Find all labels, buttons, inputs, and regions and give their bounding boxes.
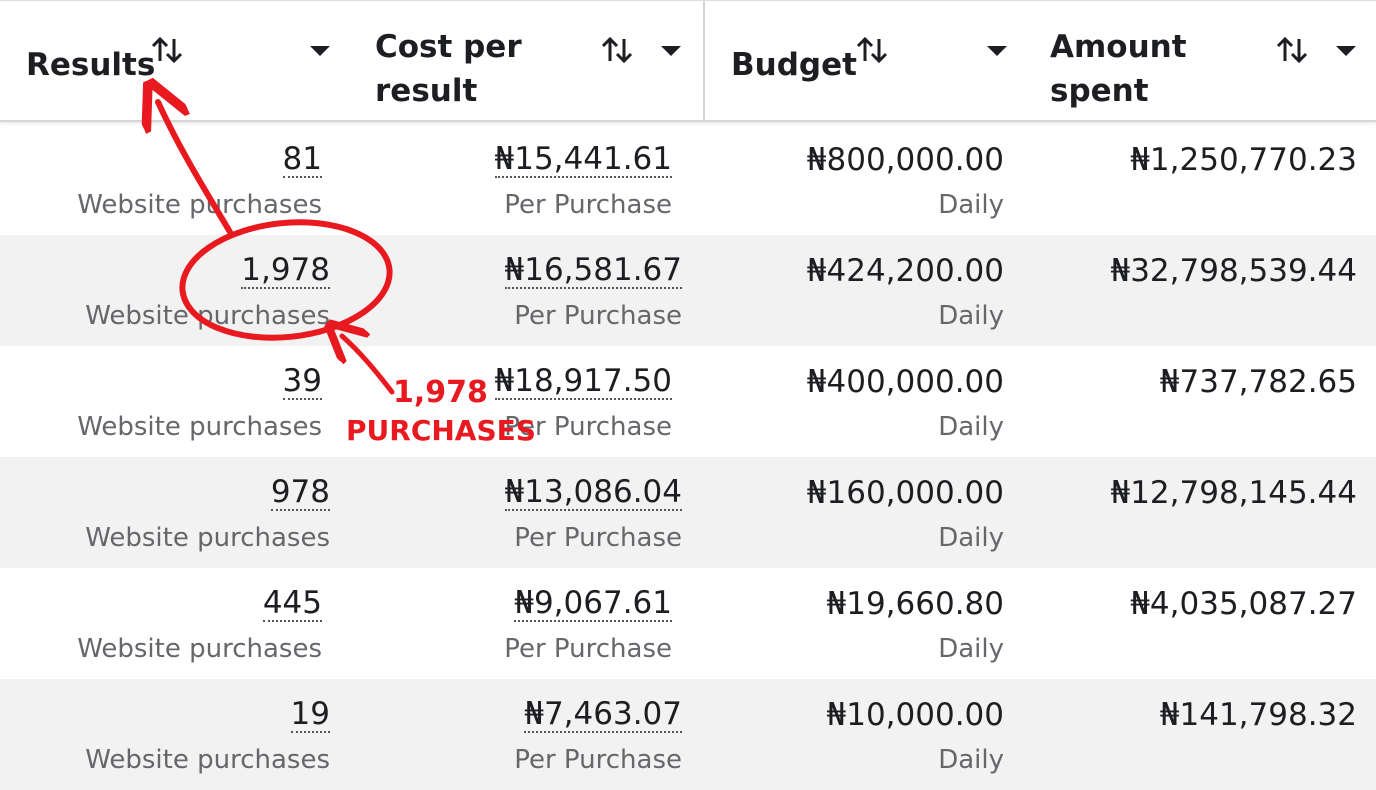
cell-value: ₦12,798,145.44: [1110, 475, 1357, 511]
table-row: 978 Website purchases ₦13,086.04 Per Purcha…: [0, 457, 1376, 568]
cell-value: 445: [262, 585, 322, 622]
cell-unit: Website purchases: [85, 301, 330, 331]
sort-icon[interactable]: [150, 35, 186, 65]
cell-value: ₦160,000.00: [806, 475, 1004, 511]
cell-value: ₦10,000.00: [826, 697, 1005, 733]
column-header[interactable]: Cost per result: [355, 1, 703, 121]
cell-value: ₦32,798,539.44: [1110, 253, 1357, 289]
sort-icon[interactable]: [1275, 35, 1311, 65]
cell-value: ₦9,067.61: [514, 585, 672, 622]
cell-value: ₦141,798.32: [1159, 697, 1357, 733]
cell-value: 39: [282, 363, 322, 400]
cell-value: ₦7,463.07: [524, 696, 682, 733]
cell-unit: Website purchases: [77, 412, 322, 442]
table-row: 445 Website purchases ₦9,067.61 Per Purchas…: [0, 568, 1376, 679]
cell-unit: Daily: [938, 190, 1004, 220]
cell-value: ₦19,660.80: [826, 586, 1005, 622]
cell-unit: Per Purchase: [514, 301, 682, 331]
dropdown-icon[interactable]: [653, 35, 689, 65]
cell-value: 978: [270, 474, 330, 511]
cell-unit: Daily: [938, 745, 1004, 775]
cell-value: ₦800,000.00: [806, 142, 1004, 178]
cell-unit: Daily: [938, 301, 1004, 331]
header-label: Results: [26, 47, 156, 83]
cell-unit: Website purchases: [77, 634, 322, 664]
dropdown-icon[interactable]: [302, 35, 338, 65]
header-label: Amount spent: [1050, 29, 1187, 109]
table-row: 1,978 Website purchases ₦16,581.67 Per Purc…: [0, 235, 1376, 346]
cell-unit: Website purchases: [85, 745, 330, 775]
cell-unit: Daily: [938, 412, 1004, 442]
cell-unit: Per Purchase: [514, 523, 682, 553]
sort-icon[interactable]: [855, 35, 891, 65]
sort-icon[interactable]: [600, 35, 636, 65]
cell-value: 1,978: [241, 252, 330, 289]
column-header[interactable]: Budget: [703, 1, 1025, 121]
cell-value: ₦1,250,770.23: [1130, 142, 1357, 178]
header-label: Budget: [731, 47, 857, 83]
column-header[interactable]: Results: [0, 1, 355, 121]
header-label: Cost per result: [375, 29, 522, 109]
cell-unit: Website purchases: [77, 190, 322, 220]
cell-value: ₦18,917.50: [494, 363, 672, 400]
cell-unit: Per Purchase: [504, 190, 672, 220]
dropdown-icon[interactable]: [1328, 35, 1364, 65]
cell-unit: Per Purchase: [514, 745, 682, 775]
table-row: 19 Website purchases ₦7,463.07 Per Purchase…: [0, 679, 1376, 790]
table-header: Results Cost per result Budget Amount spent: [0, 0, 1376, 122]
cell-value: ₦424,200.00: [806, 253, 1004, 289]
table-row: 39 Website purchases ₦18,917.50 Per Purchas…: [0, 346, 1376, 457]
cell-value: 19: [290, 696, 330, 733]
cell-unit: Daily: [938, 523, 1004, 553]
cell-unit: Per Purchase: [504, 634, 672, 664]
cell-unit: Website purchases: [85, 523, 330, 553]
cell-value: ₦16,581.67: [504, 252, 682, 289]
cell-value: 81: [282, 141, 322, 178]
cell-unit: Per Purchase: [504, 412, 672, 442]
cell-value: ₦400,000.00: [806, 364, 1004, 400]
cell-value: ₦737,782.65: [1159, 364, 1357, 400]
cell-value: ₦4,035,087.27: [1130, 586, 1357, 622]
table-row: 81 Website purchases ₦15,441.61 Per Purchas…: [0, 124, 1376, 235]
column-header[interactable]: Amount spent: [1025, 1, 1376, 121]
cell-unit: Daily: [938, 634, 1004, 664]
dropdown-icon[interactable]: [979, 35, 1015, 65]
cell-value: ₦13,086.04: [504, 474, 682, 511]
cell-value: ₦15,441.61: [494, 141, 672, 178]
